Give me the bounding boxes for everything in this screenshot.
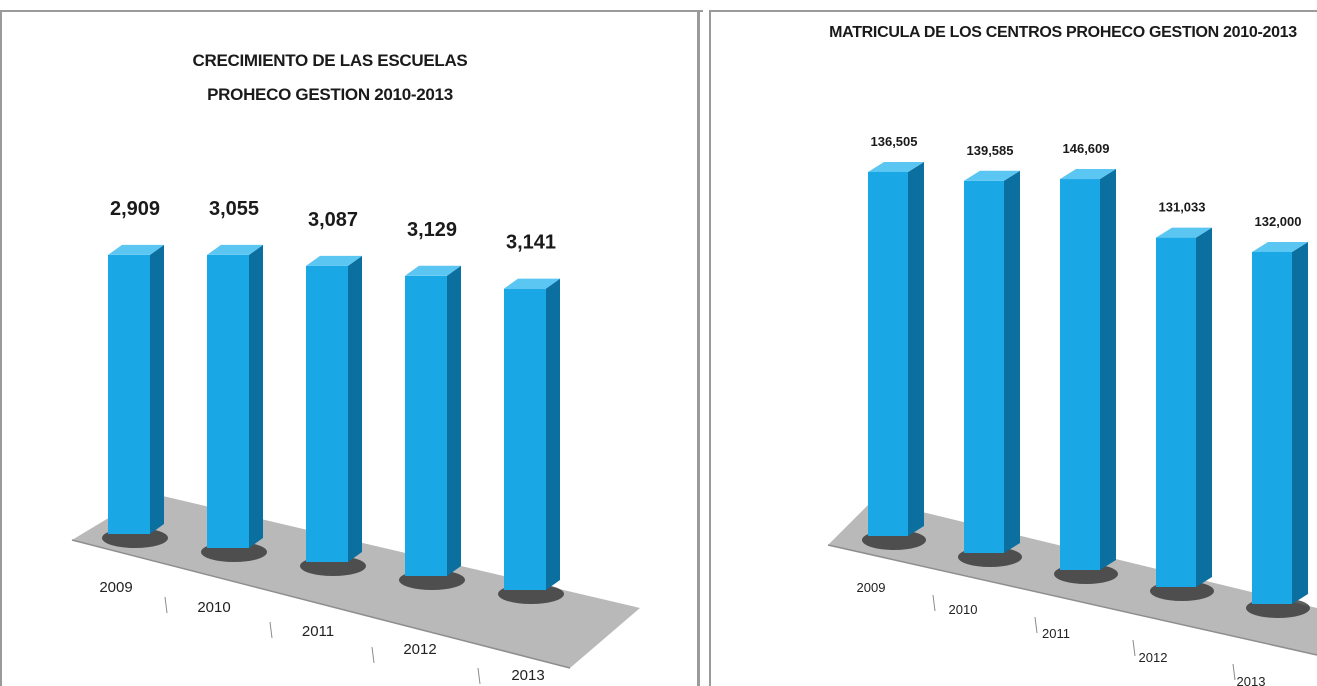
bar-side xyxy=(546,278,560,590)
axis-tick xyxy=(1232,663,1236,681)
axis-tick xyxy=(932,594,936,612)
data-label: 3,129 xyxy=(407,219,457,241)
bar-top xyxy=(1060,169,1116,180)
bar-side xyxy=(1196,227,1212,587)
frame-left-border xyxy=(0,10,2,686)
bar xyxy=(1156,237,1196,587)
x-tick-label: 2010 xyxy=(949,602,978,617)
data-label: 136,505 xyxy=(871,134,918,149)
x-tick-label: 2012 xyxy=(403,641,436,658)
data-label: 132,000 xyxy=(1255,214,1302,229)
bar xyxy=(207,254,249,548)
frame-right-border xyxy=(697,10,700,686)
bar-side xyxy=(348,255,362,562)
bar xyxy=(964,180,1004,554)
bar-side xyxy=(1292,242,1308,604)
bar xyxy=(405,275,447,576)
x-tick-label: 2009 xyxy=(857,580,886,595)
x-tick-label: 2012 xyxy=(1139,650,1168,665)
data-label: 3,055 xyxy=(209,198,259,220)
data-label: 3,087 xyxy=(308,209,358,231)
bar-chart-enrollment: 136,505 2009 139,585 2010 146,609 2011 131,033… xyxy=(827,134,1317,686)
axis-tick xyxy=(371,646,375,664)
x-tick-label: 2011 xyxy=(302,623,334,640)
bar xyxy=(1252,252,1292,604)
x-tick-label: 2013 xyxy=(511,667,544,684)
bar xyxy=(108,254,150,534)
bar-top xyxy=(1252,242,1308,252)
axis-tick xyxy=(477,667,481,685)
bar-side xyxy=(908,161,924,536)
chart-title: MATRICULA DE LOS CENTROS PROHECO GESTION… xyxy=(823,20,1303,46)
bar xyxy=(504,288,546,590)
bar-side xyxy=(447,265,461,576)
bar-side xyxy=(150,244,164,534)
frame-top-border xyxy=(709,10,1317,12)
chart-title-line-1: MATRICULA DE LOS CENTROS PROHECO GESTION… xyxy=(829,24,1297,41)
chart-title: CRECIMIENTO DE LAS ESCUELAS PROHECO GEST… xyxy=(150,44,510,112)
bar xyxy=(1060,179,1100,570)
bar-top xyxy=(1156,227,1212,238)
bar-side xyxy=(1100,169,1116,570)
axis-tick xyxy=(164,596,168,614)
axis-tick xyxy=(1132,639,1136,657)
data-label: 131,033 xyxy=(1159,200,1206,215)
bar-side xyxy=(249,244,263,548)
data-label: 139,585 xyxy=(967,143,1014,158)
bar-side xyxy=(1004,170,1020,554)
chart-panel-schools: CRECIMIENTO DE LAS ESCUELAS PROHECO GEST… xyxy=(0,10,703,686)
bar xyxy=(306,265,348,562)
bar xyxy=(868,171,908,536)
bar-top xyxy=(964,170,1020,181)
frame-left-border xyxy=(709,10,711,686)
chart-title-line-1: CRECIMIENTO DE LAS ESCUELAS xyxy=(192,51,468,70)
axis-tick xyxy=(1034,616,1038,634)
chart-floor-edge xyxy=(71,539,571,669)
chart-floor-edge xyxy=(827,544,1317,656)
bar-top xyxy=(504,278,560,289)
axis-tick xyxy=(269,621,273,639)
data-label: 3,141 xyxy=(506,232,556,254)
bar-top xyxy=(868,161,924,172)
bar-top xyxy=(306,255,362,266)
data-label: 2,909 xyxy=(110,198,160,220)
x-tick-label: 2011 xyxy=(1042,626,1070,641)
bar-top xyxy=(405,265,461,276)
x-tick-label: 2010 xyxy=(197,599,230,616)
x-tick-label: 2013 xyxy=(1237,674,1266,686)
x-tick-label: 2009 xyxy=(99,579,132,596)
bar-chart-schools: 2,909 2009 3,055 2010 3,087 2011 3,129 2012 3,14… xyxy=(71,198,640,685)
bar-top xyxy=(108,244,164,255)
bar-top xyxy=(207,244,263,255)
chart-panel-enrollment: MATRICULA DE LOS CENTROS PROHECO GESTION… xyxy=(703,0,1317,686)
frame-top-border xyxy=(0,10,703,12)
data-label: 146,609 xyxy=(1063,141,1110,156)
chart-title-line-2: PROHECO GESTION 2010-2013 xyxy=(207,85,453,104)
